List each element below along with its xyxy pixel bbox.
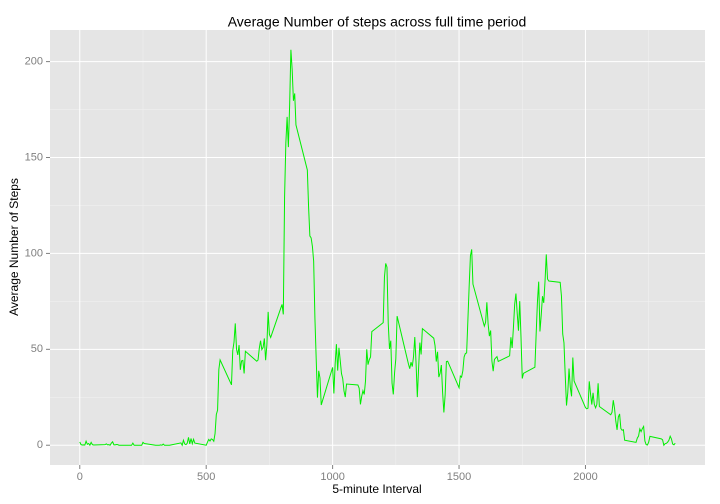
grid (50, 30, 705, 465)
plot-panel (50, 30, 705, 465)
y-axis-title: Average Number of Steps (7, 178, 21, 316)
data-line (79, 49, 676, 447)
y-tick-label: 150 (25, 151, 43, 163)
x-tick-label: 0 (77, 471, 83, 483)
y-tick-label: 100 (25, 247, 43, 259)
y-tick-label: 0 (37, 439, 43, 451)
x-tick-label: 500 (197, 471, 215, 483)
x-tick-label: 1500 (447, 471, 471, 483)
marks (79, 49, 676, 447)
chart-title: Average Number of steps across full time… (228, 14, 527, 30)
y-tick-label: 50 (31, 343, 43, 355)
y-tick-label: 200 (25, 56, 43, 68)
x-tick-label: 1000 (320, 471, 344, 483)
x-axis-title: 5-minute Interval (332, 482, 421, 496)
x-tick-label: 2000 (573, 471, 597, 483)
